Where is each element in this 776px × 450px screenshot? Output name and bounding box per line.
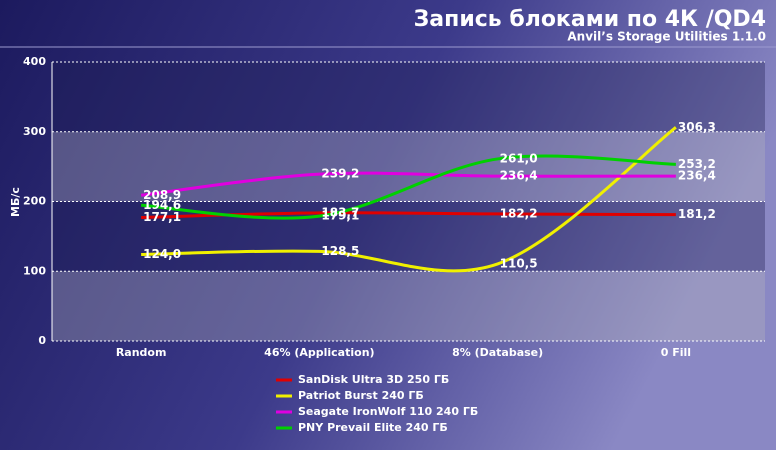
data-label: 181,2 (678, 207, 716, 221)
data-label: 194,6 (143, 198, 181, 212)
data-label: 253,2 (678, 157, 716, 171)
data-label: 236,4 (500, 169, 538, 183)
chart-title: Запись блоками по 4К /QD4 (414, 7, 766, 32)
x-tick-label: 8% (Database) (452, 346, 543, 359)
series-line (140, 171, 676, 197)
y-axis-label: МБ/с (9, 187, 22, 217)
data-label: 110,5 (500, 256, 538, 270)
y-tick-label: 400 (23, 55, 46, 68)
x-tick-label: Random (116, 346, 167, 359)
data-label: 236,4 (678, 169, 716, 183)
series-line (141, 154, 676, 220)
chart-subtitle: Anvil’s Storage Utilities 1.1.0 (567, 30, 766, 44)
data-label: 177,1 (143, 210, 181, 224)
plot-band (52, 271, 765, 341)
data-label: 239,2 (321, 167, 359, 181)
data-label: 183,7 (321, 205, 359, 219)
plot-band (52, 62, 765, 132)
y-tick-label: 300 (23, 125, 46, 138)
y-tick-label: 0 (38, 334, 46, 347)
data-label: 128,5 (321, 244, 359, 258)
data-label: 306,3 (678, 120, 716, 134)
data-label: 124,0 (143, 247, 181, 261)
legend-label: PNY Prevail Elite 240 ГБ (298, 421, 448, 434)
series-line (141, 126, 677, 273)
x-tick-label: 46% (Application) (264, 346, 374, 359)
y-tick-label: 100 (23, 264, 46, 277)
x-tick-label: 0 Fill (661, 346, 691, 359)
data-label: 179,1 (321, 209, 359, 223)
legend-label: SanDisk Ultra 3D 250 ГБ (298, 373, 449, 386)
legend-label: Seagate IronWolf 110 240 ГБ (298, 405, 478, 418)
data-label: 208,9 (143, 188, 181, 202)
legend-label: Patriot Burst 240 ГБ (298, 389, 424, 402)
y-tick-label: 200 (23, 195, 46, 208)
data-label: 182,2 (500, 206, 538, 220)
data-label: 261,0 (500, 151, 538, 165)
